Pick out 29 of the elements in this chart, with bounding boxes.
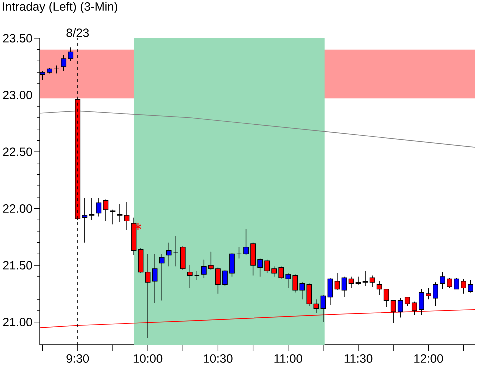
candlestick [187,265,193,289]
candlestick [194,270,200,281]
y-tick-label: 21.00 [3,318,32,327]
x-tick-label: 10:30 [204,354,233,364]
annotation: 8/23 [66,28,90,38]
candlestick [348,276,354,289]
x-tick-label: 9:30 [66,354,90,364]
y-tick-label: 22.00 [3,204,32,214]
y-tick-label: 21.50 [3,261,32,270]
candlestick [356,276,362,286]
candlestick [342,276,348,298]
y-tick-label: 23.00 [3,91,32,100]
x-tick-label: 10:00 [134,354,163,364]
candlestick [117,204,123,223]
line-series [40,110,476,148]
candlestick [110,210,116,226]
candlestick [159,254,165,302]
candlestick [180,246,186,270]
candlestick [124,202,130,231]
x-tick-label: 11:00 [274,354,302,364]
candlestick [328,278,334,306]
chart-title: Intraday (Left) (3-Min) [3,2,118,14]
candlestick [236,247,242,260]
x-tick-label: 12:00 [414,354,444,364]
candlestick [334,273,340,291]
candlestick [138,248,144,274]
y-tick-label: 22.50 [3,148,32,156]
x-tick-label: 11:30 [344,354,373,364]
y-tick-label: 23.50 [3,34,32,43]
